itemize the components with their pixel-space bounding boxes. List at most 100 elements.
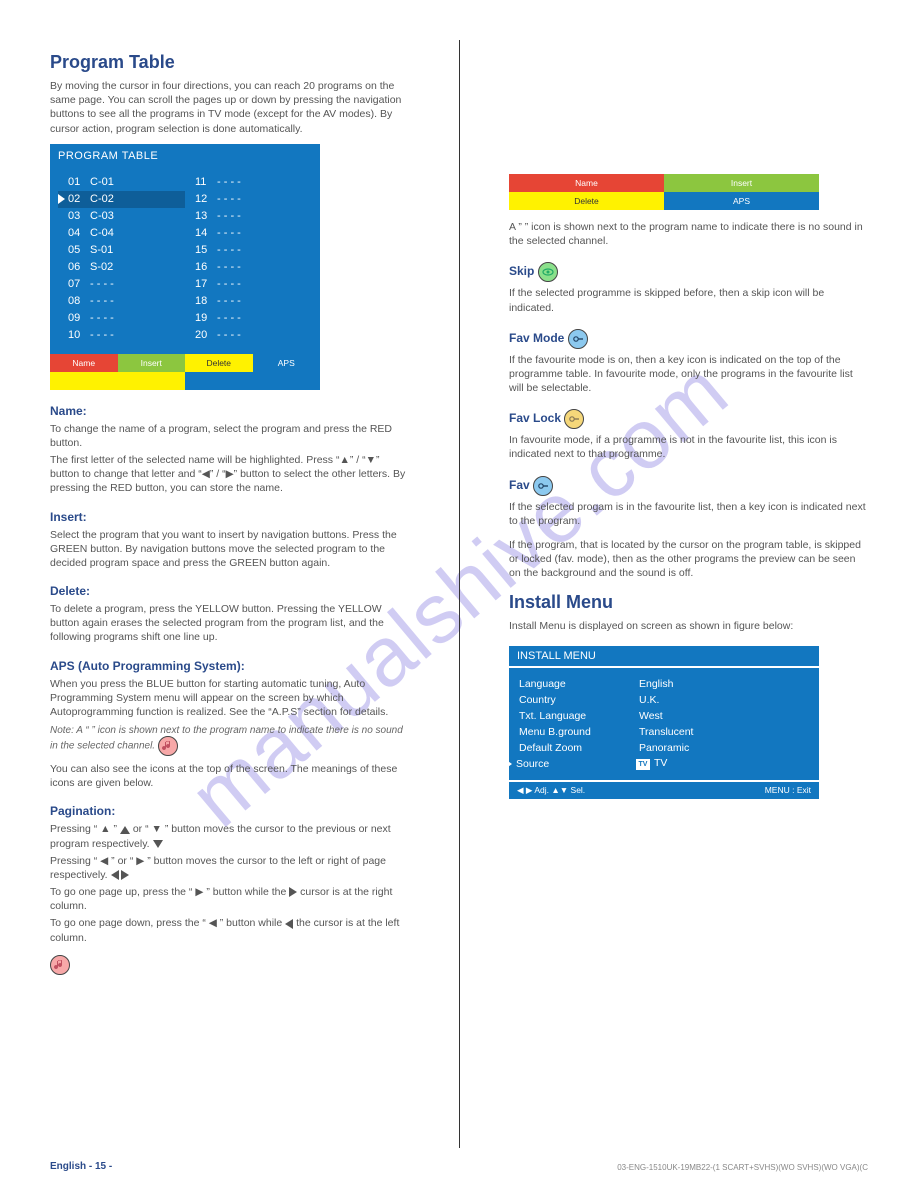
install-row: Menu B.groundTranslucent	[519, 724, 809, 740]
install-row-label: Source	[516, 758, 636, 770]
install-row: SourceTVTV	[519, 756, 809, 772]
page: Program Table By moving the cursor in fo…	[0, 0, 918, 1188]
program-name: - - - -	[217, 329, 265, 341]
pagination-p3: To go one page up, press the “ ▶ ” butto…	[50, 885, 409, 913]
pag-seg1: Pressing “ ▲ ”	[50, 823, 117, 835]
tv-icon: TV	[636, 759, 650, 770]
program-table-col1: 01C-0102C-0203C-0304C-0405S-0106S-0207- …	[58, 174, 185, 344]
install-row-label: Language	[519, 678, 639, 690]
program-number: 05	[68, 244, 90, 256]
pagination-heading: Pagination:	[50, 804, 409, 818]
skip-icon	[538, 262, 558, 282]
program-table-osd: PROGRAM TABLE 01C-0102C-0203C-0304C-0405…	[50, 144, 320, 390]
left-column: Program Table By moving the cursor in fo…	[0, 0, 459, 1188]
left-icon	[111, 870, 119, 880]
program-table-color-bar-2	[50, 372, 320, 390]
program-name: - - - -	[217, 261, 265, 273]
pag-seg5a: To go one page down, press the “ ◀ ” but…	[50, 917, 282, 929]
bar-blue-2	[185, 372, 320, 390]
install-row-value: Panoramic	[639, 742, 689, 754]
program-number: 09	[68, 312, 90, 324]
program-number: 15	[195, 244, 217, 256]
pag-seg3: Pressing “ ◀ ” or “ ▶ ” button moves the…	[50, 855, 386, 881]
install-row: Default ZoomPanoramic	[519, 740, 809, 756]
program-row: 19- - - -	[185, 310, 312, 327]
install-row-label: Country	[519, 694, 639, 706]
program-name: - - - -	[217, 312, 265, 324]
music-note-icon	[158, 736, 178, 756]
spacer-top	[509, 40, 868, 170]
program-row: 16- - - -	[185, 259, 312, 276]
mini-color-strip: Name Insert Delete APS	[509, 174, 819, 210]
music-note-icon-2	[50, 955, 70, 975]
pag-seg4a: To go one page up, press the “ ▶ ” butto…	[50, 886, 286, 898]
right-icon-2	[289, 887, 297, 897]
program-table-intro: By moving the cursor in four directions,…	[50, 79, 409, 136]
name-p1: To change the name of a program, select …	[50, 422, 409, 450]
pagination-p1: Pressing “ ▲ ” or “ ▼ ” button moves the…	[50, 822, 409, 850]
install-menu-title: Install Menu	[509, 592, 868, 613]
install-menu-footer: ◀ ▶ Adj. ▲▼ Sel. MENU : Exit	[509, 780, 819, 801]
program-name: S-01	[90, 244, 138, 256]
program-number: 11	[195, 176, 217, 188]
install-row-label: Default Zoom	[519, 742, 639, 754]
name-heading: Name:	[50, 404, 409, 418]
program-table-col2: 11- - - -12- - - -13- - - -14- - - -15- …	[185, 174, 312, 344]
mini-yellow: Delete	[509, 192, 664, 210]
program-number: 19	[195, 312, 217, 324]
fav-heading: Fav	[509, 476, 868, 496]
mini-red: Name	[509, 174, 664, 192]
program-row: 05S-01	[58, 242, 185, 259]
program-number: 13	[195, 210, 217, 222]
install-row-label: Menu B.ground	[519, 726, 639, 738]
favlock-icon	[564, 409, 584, 429]
footer-left: English - 15 -	[50, 1161, 112, 1172]
install-row: LanguageEnglish	[519, 676, 809, 692]
program-name: - - - -	[217, 193, 265, 205]
program-number: 18	[195, 295, 217, 307]
program-row: 13- - - -	[185, 208, 312, 225]
name-p2: The first letter of the selected name wi…	[50, 453, 409, 496]
pagination-p2: Pressing “ ◀ ” or “ ▶ ” button moves the…	[50, 854, 409, 882]
program-table-osd-body: 01C-0102C-0203C-0304C-0405S-0106S-0207- …	[50, 168, 320, 354]
program-row: 08- - - -	[58, 293, 185, 310]
install-row-value: TVTV	[636, 757, 667, 770]
fav-icon	[533, 476, 553, 496]
cursor-icon	[505, 759, 512, 769]
program-number: 04	[68, 227, 90, 239]
program-row: 11- - - -	[185, 174, 312, 191]
program-row: 20- - - -	[185, 327, 312, 344]
aps-p1: When you press the BLUE button for start…	[50, 677, 409, 720]
program-number: 03	[68, 210, 90, 222]
install-row: Txt. LanguageWest	[519, 708, 809, 724]
program-name: - - - -	[217, 278, 265, 290]
install-menu-header: INSTALL MENU	[509, 644, 819, 668]
program-row: 07- - - -	[58, 276, 185, 293]
delete-p1: To delete a program, press the YELLOW bu…	[50, 602, 409, 645]
program-name: - - - -	[217, 295, 265, 307]
skip-heading: Skip	[509, 262, 868, 282]
bar-green: Insert	[118, 354, 186, 372]
program-number: 07	[68, 278, 90, 290]
install-menu-intro: Install Menu is displayed on screen as s…	[509, 619, 868, 633]
program-row: 14- - - -	[185, 225, 312, 242]
program-name: C-03	[90, 210, 138, 222]
program-number: 14	[195, 227, 217, 239]
program-row: 02C-02	[58, 191, 185, 208]
program-number: 16	[195, 261, 217, 273]
program-row: 12- - - -	[185, 191, 312, 208]
favlock-heading: Fav Lock	[509, 409, 868, 429]
insert-p1: Select the program that you want to inse…	[50, 528, 409, 571]
install-row-value: U.K.	[639, 694, 659, 706]
favmode-heading: Fav Mode	[509, 329, 868, 349]
program-name: - - - -	[217, 244, 265, 256]
install-footer-left: ◀ ▶ Adj. ▲▼ Sel.	[517, 785, 585, 796]
install-footer-right: MENU : Exit	[765, 785, 811, 796]
program-name: - - - -	[217, 227, 265, 239]
mini-blue: APS	[664, 192, 819, 210]
program-row: 06S-02	[58, 259, 185, 276]
program-name: - - - -	[90, 278, 138, 290]
program-row: 04C-04	[58, 225, 185, 242]
program-name: - - - -	[90, 329, 138, 341]
install-row-label: Txt. Language	[519, 710, 639, 722]
